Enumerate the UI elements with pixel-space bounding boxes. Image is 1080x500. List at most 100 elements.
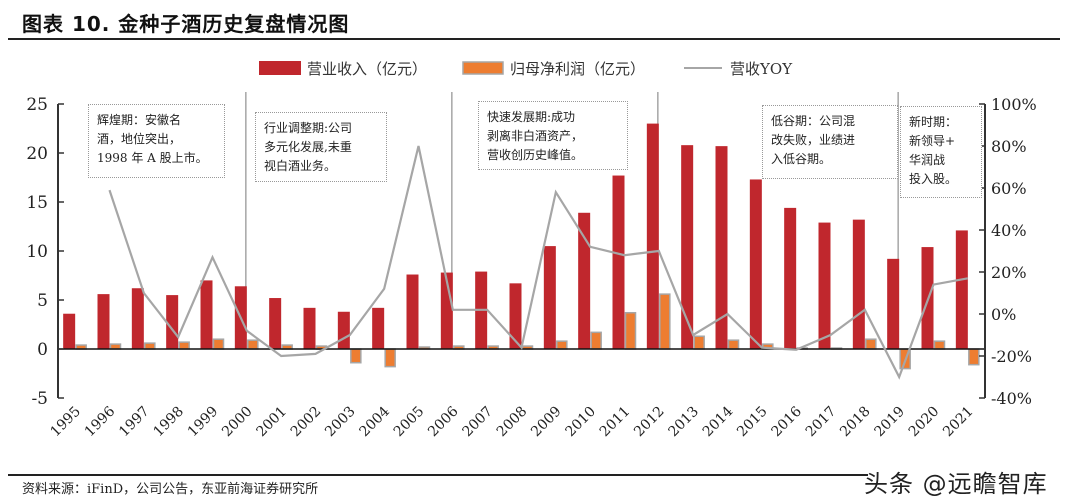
revenue-bar <box>97 294 110 349</box>
x-tick-label: 2008 <box>494 404 531 441</box>
right-y-tick-label: 100% <box>991 95 1037 114</box>
legend-label-revenue: 营业收入（亿元） <box>307 60 427 78</box>
revenue-bar <box>200 280 213 349</box>
net-profit-bar <box>212 338 225 350</box>
source-note: 资料来源：iFinD，公司公告，东亚前海证券研究所 <box>22 482 319 497</box>
x-tick-label: 2001 <box>253 404 290 441</box>
x-tick-label: 2012 <box>631 404 668 441</box>
annotation-growth-period: 快速发展期:成功 剥离非白酒资产， 营收创历史峰值。 <box>478 101 628 170</box>
net-profit-bar <box>624 311 637 350</box>
revenue-bar <box>63 313 76 349</box>
net-profit-bar <box>968 348 980 366</box>
annotation-line: 华润战 <box>909 153 946 167</box>
legend-label-yoy: 营收YOY <box>730 60 793 78</box>
right-y-tick-label: -20% <box>991 347 1032 366</box>
left-y-tick-label: -5 <box>31 389 48 409</box>
net-profit-bar <box>727 339 740 350</box>
x-tick-label: 2015 <box>734 404 771 441</box>
x-tick-label: 2019 <box>871 404 908 441</box>
annotation-trough-period: 低谷期：公司混 改失败，业绩进 入低谷期。 <box>762 105 898 179</box>
revenue-bar <box>269 298 282 349</box>
x-tick-label: 1999 <box>185 404 222 441</box>
x-tick-label: 2002 <box>288 404 325 441</box>
revenue-bar <box>852 219 865 349</box>
x-tick-label: 2017 <box>803 404 840 441</box>
revenue-bar <box>406 274 419 349</box>
x-tick-label: 2006 <box>425 403 462 440</box>
x-tick-label: 2016 <box>768 403 805 440</box>
annotation-line: 辉煌期：安徽名 <box>97 113 182 127</box>
x-tick-label: 2000 <box>219 404 256 441</box>
net-profit-bar <box>350 348 362 364</box>
footer-divider <box>8 474 868 476</box>
revenue-bar <box>337 311 350 349</box>
x-tick-label: 2011 <box>597 404 634 441</box>
annotation-new-period: 新时期： 新领导+ 华润战投入股。 <box>900 106 982 198</box>
x-tick-label: 2021 <box>940 404 977 441</box>
legend-swatch-revenue <box>259 61 301 75</box>
revenue-bar <box>784 207 797 349</box>
x-tick-label: 2005 <box>391 404 428 441</box>
chart-title: 图表 10. 金种子酒历史复盘情况图 <box>22 12 350 36</box>
x-tick-label: 2013 <box>665 404 702 441</box>
x-tick-label: 1996 <box>82 403 119 440</box>
revenue-bar <box>303 307 316 349</box>
legend-label-net-profit: 归母净利润（亿元） <box>510 60 645 78</box>
annotation-line: 入低谷期。 <box>771 152 832 166</box>
annotation-line: 多元化发展,未重 <box>264 140 352 154</box>
annotation-line: 投入股。 <box>909 172 958 186</box>
revenue-bar <box>749 179 762 349</box>
right-y-tick-label: 40% <box>991 221 1027 240</box>
x-tick-label: 2020 <box>906 404 943 441</box>
annotation-line: 快速发展期:成功 <box>487 110 576 124</box>
net-profit-bar <box>865 338 877 350</box>
right-y-tick-label: 60% <box>991 179 1027 198</box>
x-tick-label: 2014 <box>700 403 737 440</box>
annotation-adjustment-period: 行业调整期:公司 多元化发展,未重 视白酒业务。 <box>255 112 387 182</box>
left-y-tick-label: 5 <box>37 291 48 311</box>
annotation-line: 新领导+ <box>909 134 956 148</box>
net-profit-bar <box>590 331 602 350</box>
left-y-tick-label: 10 <box>26 242 48 262</box>
title-divider <box>8 38 1060 40</box>
right-y-tick-label: 80% <box>991 137 1027 156</box>
revenue-bar <box>543 246 556 349</box>
net-profit-bar <box>556 340 568 350</box>
revenue-bar <box>715 146 728 349</box>
net-profit-bar <box>384 348 396 368</box>
net-profit-bar <box>247 339 259 350</box>
chart: -5 0 5 10 15 20 25 -40% -20% 0% 20% 40% 60% 80% 100% 19… <box>26 60 1037 441</box>
left-y-tick-label: 15 <box>26 193 48 213</box>
net-profit-bar <box>178 341 190 350</box>
x-tick-label: 2009 <box>528 404 565 441</box>
left-y-tick-label: 0 <box>37 340 48 360</box>
revenue-bar <box>131 288 144 349</box>
annotation-line: 改失败，业绩进 <box>771 133 856 147</box>
yoy-line <box>108 145 969 380</box>
annotation-glory-period: 辉煌期：安徽名 酒，地位突出， 1998 年 A 股上市。 <box>88 104 225 178</box>
net-profit-bar <box>693 335 705 350</box>
right-y-tick-label: 20% <box>991 263 1027 282</box>
x-tick-label: 2007 <box>459 404 496 441</box>
watermark: 头条 @远瞻智库 <box>864 470 1048 498</box>
net-profit-bar <box>933 340 946 350</box>
revenue-bar <box>818 222 831 349</box>
net-profit-bar <box>144 342 156 350</box>
revenue-bar <box>887 258 900 349</box>
annotation-line: 低谷期：公司混 <box>771 114 856 128</box>
revenue-bar <box>612 175 625 349</box>
annotation-line: 行业调整期:公司 <box>264 121 353 135</box>
x-tick-label: 1998 <box>150 404 187 441</box>
x-tick-label: 2003 <box>322 404 359 441</box>
x-tick-label: 1997 <box>116 404 153 441</box>
revenue-bar <box>166 295 179 349</box>
left-y-tick-label: 25 <box>26 95 48 115</box>
x-tick-label: 2010 <box>562 404 599 441</box>
revenue-bar <box>578 212 591 349</box>
annotation-line: 酒，地位突出， <box>97 132 182 146</box>
annotation-line: 1998 年 A 股上市。 <box>97 151 208 165</box>
net-profit-bar <box>659 293 671 350</box>
right-y-tick-label: -40% <box>991 389 1032 408</box>
annotation-line: 新时期： <box>909 115 958 129</box>
legend-swatch-net-profit <box>462 61 504 75</box>
